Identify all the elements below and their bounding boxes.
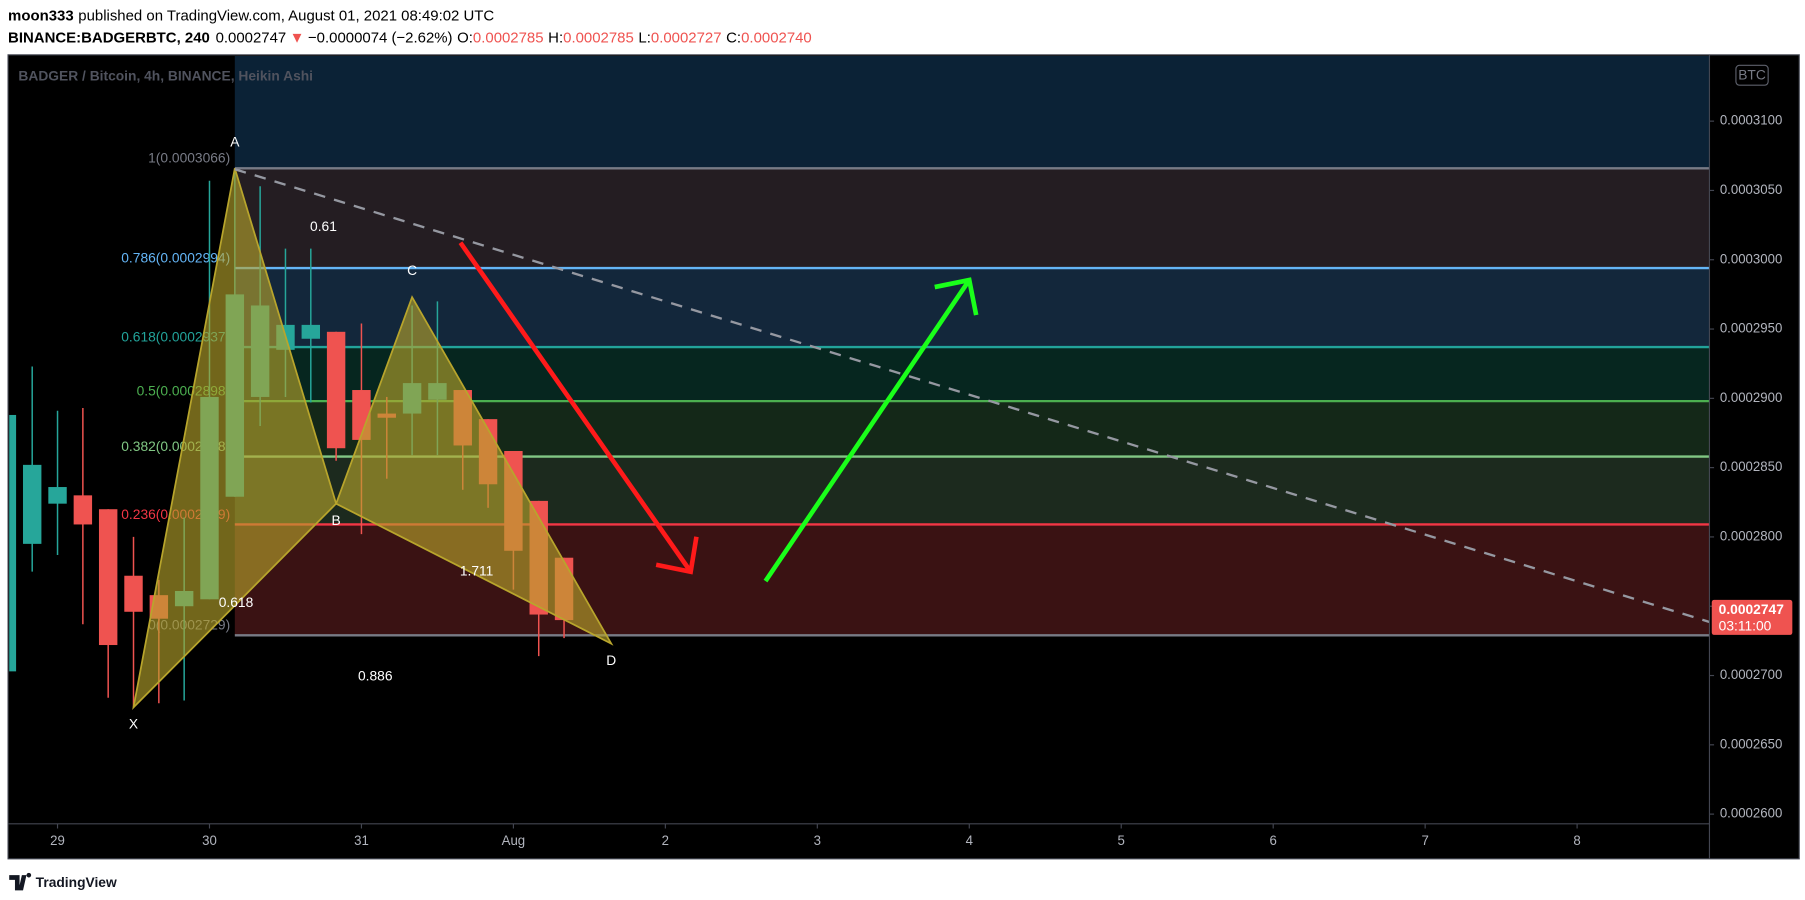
x-tick-label: Aug: [502, 833, 526, 848]
x-tick-label: 29: [50, 833, 65, 848]
fib-label: 1(0.0003066): [148, 150, 230, 166]
x-tick-label: 3: [814, 833, 821, 848]
up-arrow: [763, 277, 979, 583]
y-tick-label: 0.0002700: [1720, 667, 1783, 682]
candle-body: [9, 414, 17, 672]
pattern-point-label: X: [129, 716, 138, 732]
x-tick-label: 31: [354, 833, 369, 848]
symbol: BINANCE:BADGERBTC, 240: [8, 29, 210, 46]
y-tick-label: 0.0002950: [1720, 320, 1783, 335]
ohlc-key: L:: [638, 29, 650, 46]
fib-band: [234, 268, 1710, 348]
x-tick-label: 30: [202, 833, 217, 848]
fib-band: [234, 347, 1710, 402]
currency: BTC: [1738, 66, 1766, 82]
x-tick-label: 4: [966, 833, 974, 848]
pattern-ratio: 0.886: [358, 667, 393, 683]
x-tick-label: 7: [1421, 833, 1428, 848]
candle-body: [73, 495, 93, 525]
pattern-ratio: 1.711: [460, 562, 494, 578]
x-tick-label: 6: [1270, 833, 1277, 848]
pattern-point-label: A: [230, 133, 240, 149]
pattern-fill: [132, 168, 338, 711]
author: moon333: [8, 7, 74, 24]
pattern-point-label: C: [407, 262, 417, 278]
y-tick-label: 0.0002650: [1720, 736, 1783, 751]
y-tick-label: 0.0003100: [1720, 113, 1783, 128]
y-tick-label: 0.0002600: [1720, 806, 1783, 821]
x-tick-label: 5: [1118, 833, 1125, 848]
published: published on TradingView.com, August 01,…: [78, 7, 494, 24]
last: 0.0002747: [216, 29, 287, 46]
ohlc-key: H:: [548, 29, 563, 46]
pattern-ratio: 0.618: [219, 594, 254, 610]
price-tag-label: 0.0002747: [1719, 601, 1784, 617]
pattern-point-label: D: [606, 652, 616, 668]
x-tick-label: 2: [662, 833, 669, 848]
candle-body: [326, 331, 346, 449]
fib-top-band: [234, 56, 1710, 169]
pattern-ratio: 0.61: [310, 218, 337, 234]
ohlc-key: O:: [457, 29, 473, 46]
candle-body: [124, 575, 143, 612]
arrow: ▼: [290, 29, 305, 46]
ohlc-value: 0.0002740: [741, 29, 812, 46]
brand: TradingView: [36, 874, 117, 890]
y-tick-label: 0.0003000: [1720, 251, 1783, 266]
chart-title: BADGER / Bitcoin, 4h, BINANCE, Heikin As…: [18, 68, 313, 84]
candle-body: [48, 487, 67, 504]
currency-box: [1735, 64, 1769, 86]
countdown: 03:11:00: [1719, 617, 1772, 633]
y-tick-label: 0.0003050: [1720, 182, 1783, 197]
x-tick-label: 8: [1573, 833, 1580, 848]
ohlc-key: C:: [726, 29, 741, 46]
candle-body: [301, 324, 321, 339]
y-tick-label: 0.0002900: [1720, 390, 1783, 405]
pattern-point-label: B: [332, 512, 341, 528]
logo: [9, 872, 32, 891]
candle-body: [22, 464, 42, 544]
fib-label: 0.786(0.0002994): [121, 249, 230, 265]
ohlc-value: 0.0002785: [473, 29, 544, 46]
ohlc-value: 0.0002785: [563, 29, 634, 46]
ohlc-value: 0.0002727: [651, 29, 722, 46]
y-tick-label: 0.0002800: [1720, 528, 1783, 543]
trend-line: [234, 168, 1710, 624]
down-arrow: [458, 241, 699, 575]
candle-body: [98, 509, 118, 646]
symbol-line: BINANCE:BADGERBTC, 240 0.0002747 ▼ −0.00000…: [8, 29, 812, 46]
fib-band: [234, 168, 1710, 269]
pattern-fill: [335, 295, 614, 646]
change: −0.0000074 (−2.62%): [308, 29, 453, 46]
publish-line: moon333 published on TradingView.com, Aug…: [8, 7, 494, 24]
y-tick-label: 0.0002850: [1720, 459, 1783, 474]
price-tag: [1711, 599, 1793, 635]
